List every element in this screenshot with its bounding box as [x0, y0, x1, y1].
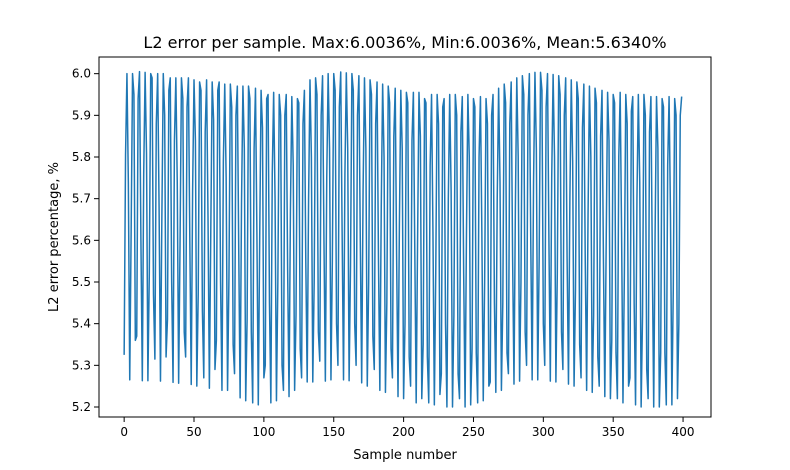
x-tick-label: 150 [322, 425, 345, 439]
y-axis: 5.2 5.3 5.4 5.5 5.6 5.7 5.8 5.9 6.0 [72, 67, 99, 414]
y-tick-label: 5.5 [72, 275, 91, 289]
y-tick-label: 5.7 [72, 192, 91, 206]
series-group [123, 70, 683, 408]
y-tick-label: 5.9 [72, 108, 91, 122]
y-tick-label: 5.3 [72, 358, 91, 372]
series-line-0 [123, 70, 683, 408]
y-tick-label: 5.2 [72, 400, 91, 414]
chart-title: L2 error per sample. Max:6.0036%, Min:6.… [143, 33, 666, 52]
y-tick-label: 6.0 [72, 67, 91, 81]
x-tick-label: 200 [392, 425, 415, 439]
x-tick-label: 0 [120, 425, 128, 439]
x-tick-label: 350 [602, 425, 625, 439]
y-tick-label: 5.8 [72, 150, 91, 164]
y-tick-label: 5.6 [72, 233, 91, 247]
y-tick-label: 5.4 [72, 317, 91, 331]
plot-area-frame [98, 56, 712, 418]
x-tick-label: 250 [462, 425, 485, 439]
y-axis-label: L2 error percentage, % [47, 162, 62, 312]
x-tick-label: 100 [252, 425, 275, 439]
x-tick-label: 300 [532, 425, 555, 439]
x-axis-label: Sample number [353, 448, 457, 463]
x-axis: 0 50 100 150 200 250 300 350 400 [120, 417, 695, 439]
x-tick-label: 50 [186, 425, 201, 439]
x-tick-label: 400 [672, 425, 695, 439]
